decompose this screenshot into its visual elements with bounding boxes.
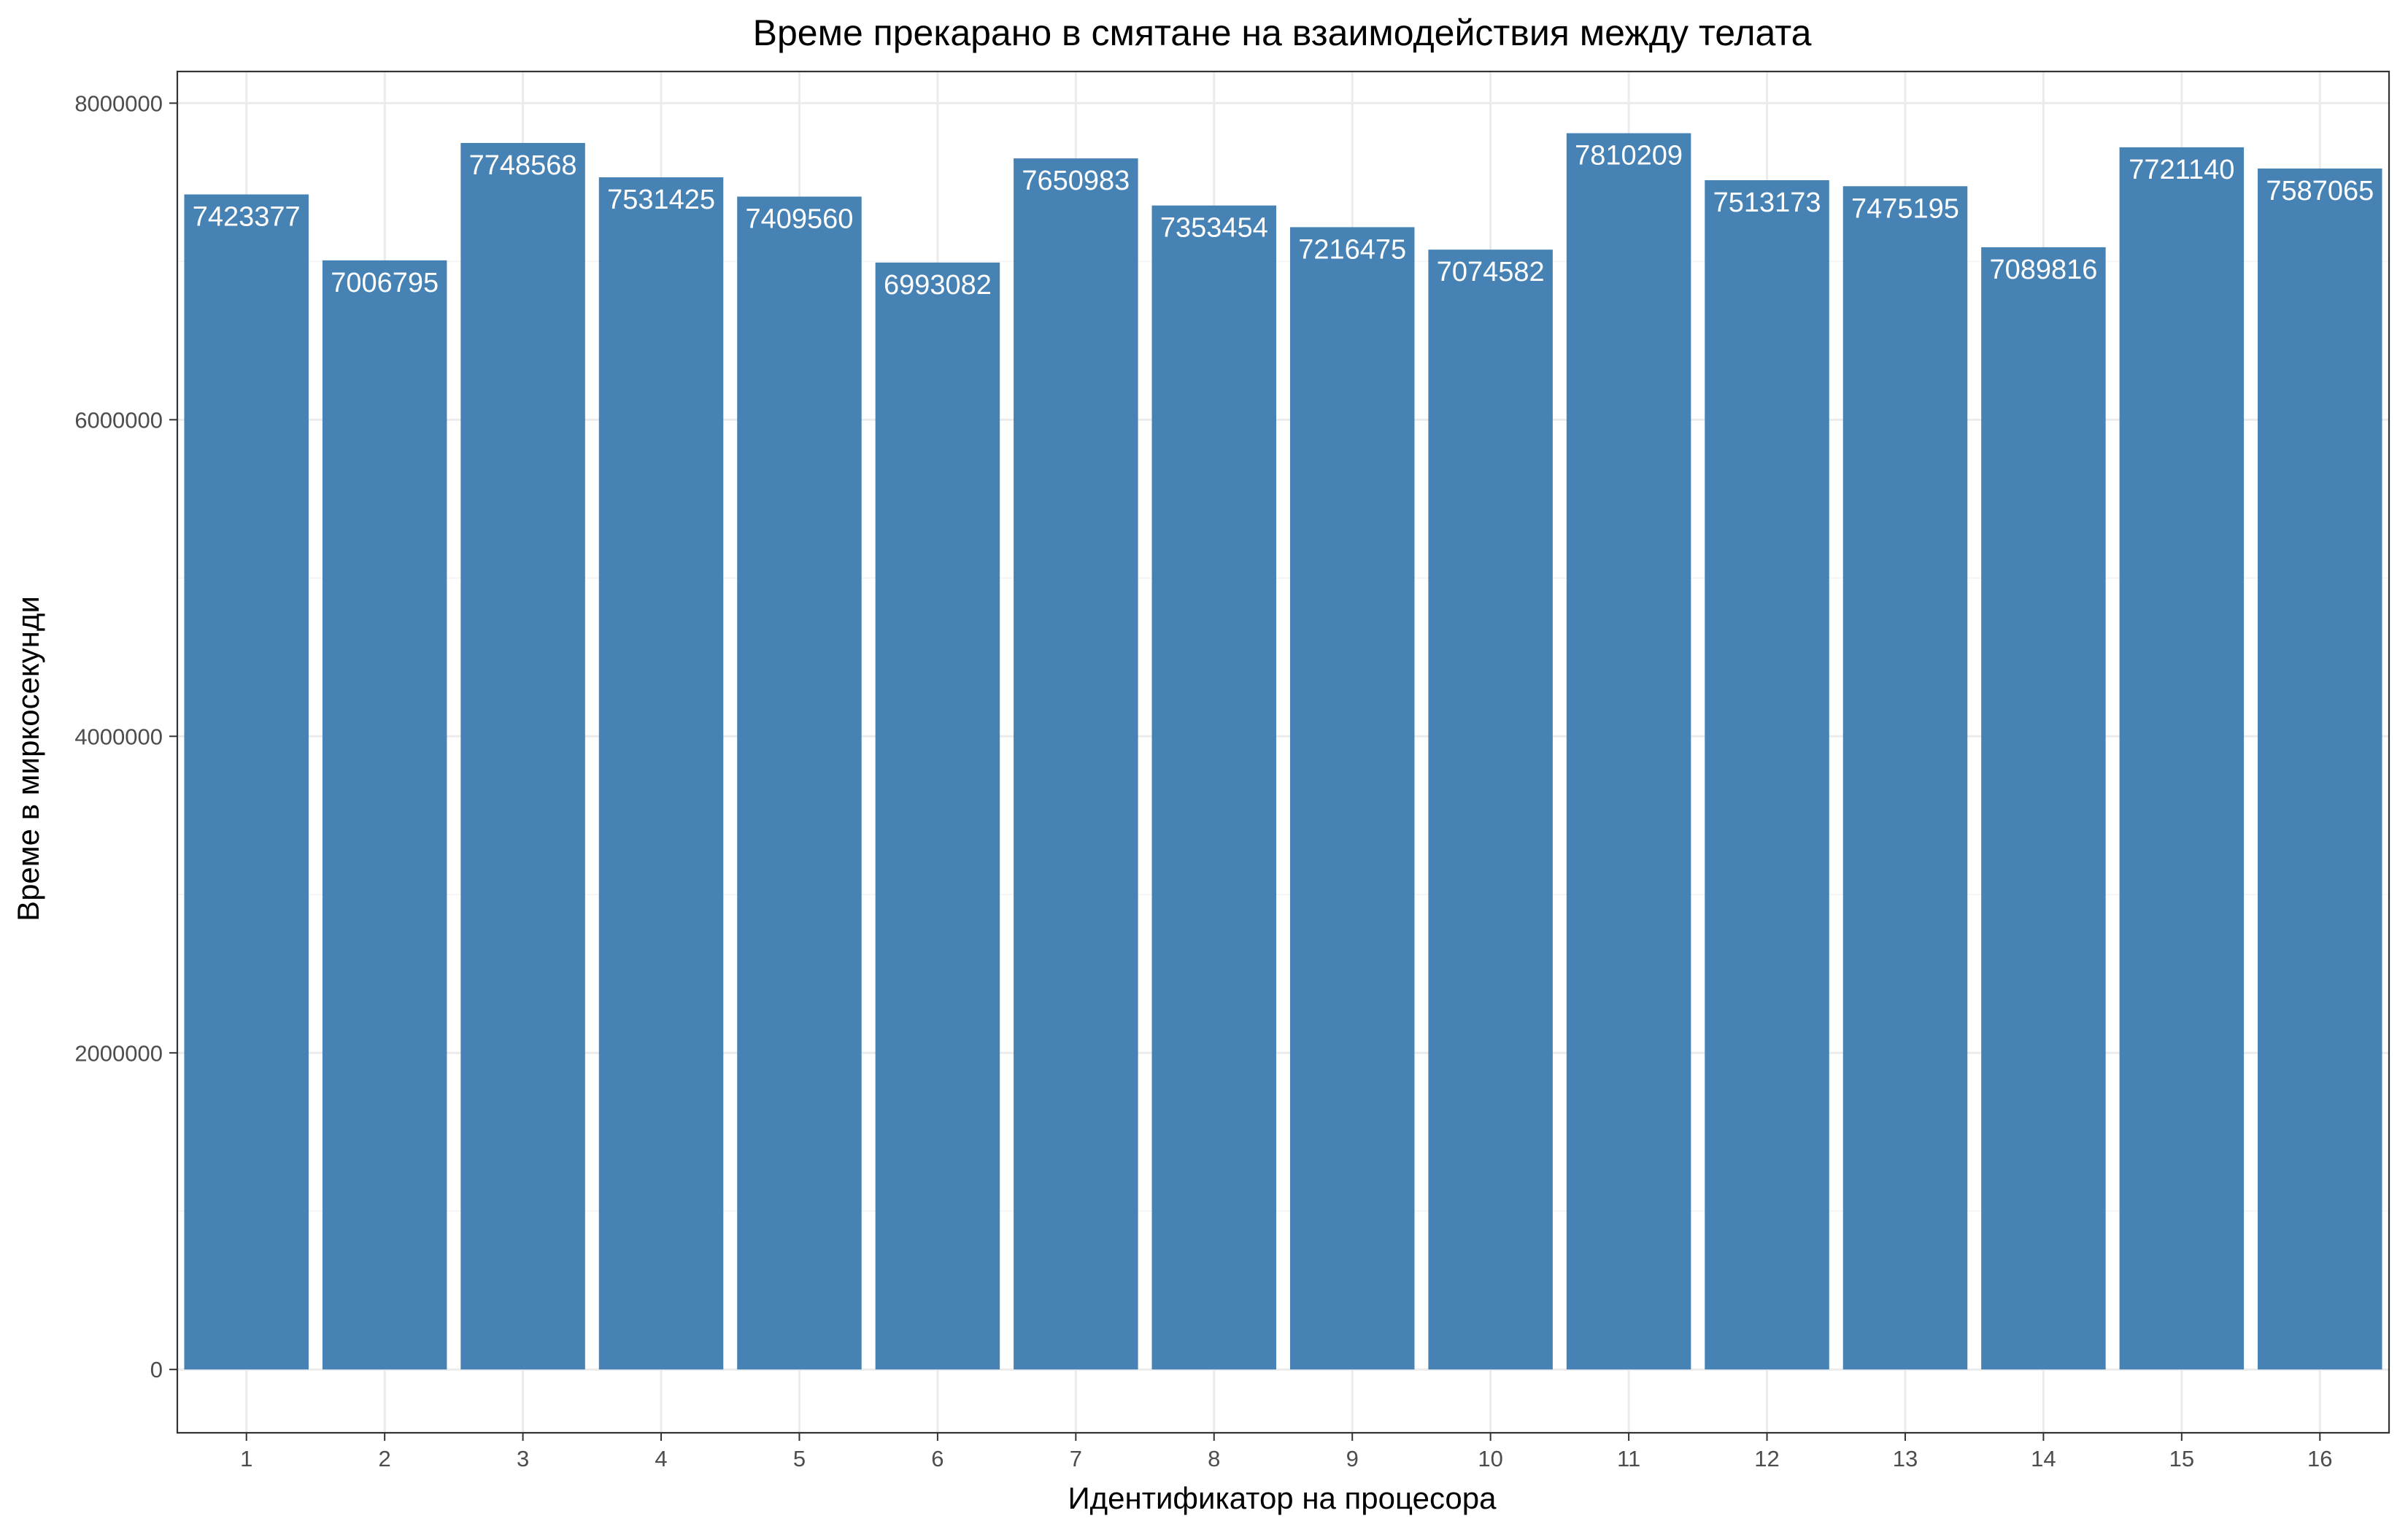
x-tick-label-15: 15 [2169, 1446, 2194, 1471]
bar-value-label-11: 7810209 [1575, 141, 1683, 171]
bars [184, 133, 2382, 1370]
x-tick-label-6: 6 [931, 1446, 943, 1471]
x-tick-label-4: 4 [655, 1446, 667, 1471]
y-tick-label-6000000: 6000000 [74, 407, 163, 433]
x-tick-label-5: 5 [793, 1446, 806, 1471]
bar-value-label-7: 7650983 [1022, 166, 1130, 196]
x-tick-label-2: 2 [379, 1446, 391, 1471]
bar-value-label-4: 7531425 [607, 185, 715, 215]
bar-value-label-14: 7089816 [1989, 255, 2097, 285]
x-tick-label-10: 10 [1478, 1446, 1502, 1471]
bar-processor-15 [2119, 147, 2245, 1370]
chart-title: Време прекарано в смятане на взаимодейст… [753, 12, 1812, 53]
bar-processor-16 [2258, 168, 2382, 1370]
y-tick-label-2000000: 2000000 [74, 1040, 163, 1066]
bar-processor-12 [1705, 180, 1829, 1370]
bar-processor-6 [875, 262, 1000, 1370]
x-tick-label-16: 16 [2307, 1446, 2332, 1471]
bar-value-label-6: 6993082 [884, 270, 992, 301]
x-tick-label-3: 3 [517, 1446, 529, 1471]
bar-value-label-9: 7216475 [1298, 234, 1406, 265]
bar-value-label-16: 7587065 [2266, 176, 2374, 206]
bar-processor-3 [460, 142, 585, 1370]
x-tick-label-12: 12 [1754, 1446, 1779, 1471]
bar-value-label-5: 7409560 [746, 204, 854, 235]
bar-processor-7 [1014, 158, 1138, 1370]
bar-processor-8 [1151, 205, 1277, 1370]
y-tick-label-4000000: 4000000 [74, 724, 163, 749]
bar-value-label-15: 7721140 [2129, 155, 2234, 185]
bar-processor-9 [1289, 227, 1415, 1370]
y-tick-label-8000000: 8000000 [74, 90, 163, 116]
bar-value-label-1: 7423377 [193, 202, 301, 233]
y-tick-label-0: 0 [150, 1357, 163, 1382]
x-tick-label-1: 1 [240, 1446, 252, 1471]
bar-value-label-13: 7475195 [1851, 193, 1959, 224]
bar-processor-14 [1981, 247, 2106, 1370]
bar-value-label-3: 7748568 [469, 150, 577, 181]
bar-processor-1 [184, 194, 309, 1370]
bar-value-label-2: 7006795 [331, 268, 439, 298]
x-tick-label-14: 14 [2031, 1446, 2056, 1471]
bar-processor-5 [737, 196, 862, 1370]
bar-value-label-12: 7513173 [1713, 187, 1821, 218]
x-tick-label-13: 13 [1893, 1446, 1918, 1471]
x-tick-label-8: 8 [1208, 1446, 1220, 1471]
bar-value-label-10: 7074582 [1437, 257, 1545, 287]
plot-panel-border [176, 70, 2390, 1434]
x-axis-title: Идентификатор на процесора [1068, 1481, 1497, 1515]
x-tick-label-9: 9 [1346, 1446, 1359, 1471]
bar-processor-2 [322, 260, 447, 1370]
x-tick-label-7: 7 [1070, 1446, 1082, 1471]
bar-processor-4 [598, 177, 724, 1370]
bar-value-label-8: 7353454 [1160, 213, 1268, 244]
y-axis-title: Време в миркосекунди [11, 596, 45, 921]
bar-processor-13 [1842, 186, 1968, 1370]
x-tick-label-11: 11 [1617, 1446, 1640, 1471]
bar-processor-11 [1566, 133, 1691, 1370]
bar-value-labels: 7423377 7006795 7748568 7531425 7409560 69930… [193, 141, 2374, 301]
bar-processor-10 [1428, 249, 1553, 1370]
